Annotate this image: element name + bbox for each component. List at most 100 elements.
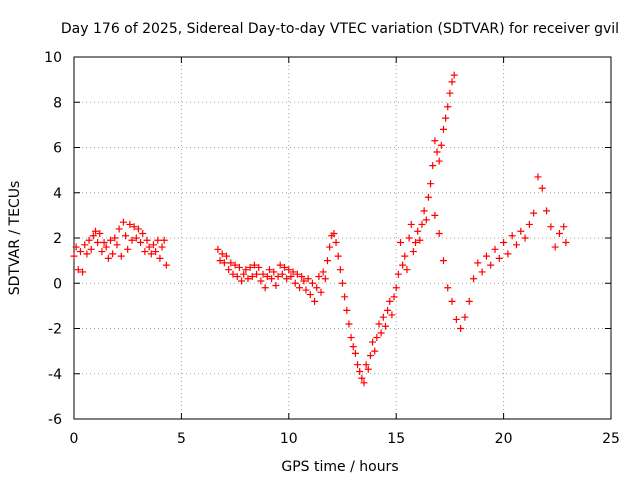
data-point bbox=[154, 236, 162, 244]
data-point bbox=[525, 220, 533, 228]
x-tick-label: 15 bbox=[387, 431, 405, 447]
data-point bbox=[319, 268, 327, 276]
data-point bbox=[134, 225, 142, 233]
data-point bbox=[220, 259, 228, 267]
data-point bbox=[543, 207, 551, 215]
data-point bbox=[422, 216, 430, 224]
data-point bbox=[143, 236, 151, 244]
data-point bbox=[149, 241, 157, 249]
data-point bbox=[229, 270, 237, 278]
y-tick-label: -6 bbox=[48, 412, 62, 428]
data-point bbox=[437, 141, 445, 149]
data-point bbox=[240, 270, 248, 278]
data-point bbox=[491, 245, 499, 253]
data-point bbox=[242, 266, 250, 274]
data-point bbox=[263, 272, 271, 280]
data-point bbox=[83, 250, 91, 258]
data-point bbox=[141, 248, 149, 256]
data-point bbox=[332, 239, 340, 247]
data-point bbox=[504, 250, 512, 258]
data-point bbox=[238, 277, 246, 285]
data-point bbox=[439, 125, 447, 133]
data-point bbox=[470, 275, 478, 283]
data-point bbox=[373, 334, 381, 342]
data-point bbox=[132, 234, 140, 242]
data-point bbox=[555, 229, 563, 237]
data-point bbox=[76, 248, 84, 256]
data-point bbox=[418, 220, 426, 228]
data-point bbox=[124, 245, 132, 253]
data-point bbox=[429, 162, 437, 170]
data-point bbox=[268, 275, 276, 283]
data-point bbox=[396, 239, 404, 247]
x-tick-label: 5 bbox=[177, 431, 186, 447]
data-point bbox=[145, 243, 153, 251]
x-tick-label: 25 bbox=[602, 431, 620, 447]
data-point bbox=[512, 241, 520, 249]
data-point bbox=[231, 261, 239, 269]
data-point bbox=[255, 263, 263, 271]
data-point bbox=[107, 236, 115, 244]
data-point bbox=[371, 347, 379, 355]
data-point bbox=[160, 236, 168, 244]
x-axis: 0 5 10 15 20 25 bbox=[70, 57, 620, 447]
data-point bbox=[291, 279, 299, 287]
x-tick-label: 10 bbox=[280, 431, 298, 447]
data-point bbox=[261, 284, 269, 292]
data-point bbox=[394, 270, 402, 278]
data-point bbox=[562, 239, 570, 247]
data-point bbox=[293, 270, 301, 278]
x-tick-label: 20 bbox=[495, 431, 513, 447]
data-point bbox=[152, 248, 160, 256]
data-point bbox=[538, 184, 546, 192]
x-axis-label: GPS time / hours bbox=[281, 459, 398, 475]
data-point bbox=[311, 297, 319, 305]
data-point bbox=[358, 374, 366, 382]
data-point bbox=[392, 284, 400, 292]
data-point bbox=[347, 334, 355, 342]
data-point bbox=[474, 259, 482, 267]
data-point bbox=[330, 229, 338, 237]
data-point bbox=[334, 252, 342, 260]
data-point bbox=[424, 193, 432, 201]
data-point bbox=[246, 263, 254, 271]
data-point bbox=[534, 173, 542, 181]
data-point bbox=[147, 250, 155, 258]
data-point bbox=[323, 257, 331, 265]
data-point bbox=[349, 343, 357, 351]
data-point bbox=[218, 250, 226, 258]
data-point bbox=[235, 263, 243, 271]
data-point bbox=[72, 243, 80, 251]
data-point bbox=[156, 254, 164, 262]
data-point bbox=[448, 297, 456, 305]
data-point bbox=[137, 239, 145, 247]
data-point bbox=[508, 232, 516, 240]
data-point bbox=[377, 329, 385, 337]
data-point bbox=[412, 239, 420, 247]
data-point bbox=[289, 268, 297, 276]
data-point bbox=[89, 232, 97, 240]
data-point bbox=[281, 263, 289, 271]
data-point bbox=[296, 284, 304, 292]
data-point bbox=[442, 114, 450, 122]
data-point bbox=[244, 275, 252, 283]
data-point bbox=[478, 268, 486, 276]
data-point bbox=[285, 266, 293, 274]
data-point bbox=[366, 352, 374, 360]
data-point bbox=[521, 234, 529, 242]
y-tick-label: 10 bbox=[44, 50, 62, 66]
data-point bbox=[517, 227, 525, 235]
data-point bbox=[257, 277, 265, 285]
data-point bbox=[91, 227, 99, 235]
data-point bbox=[96, 229, 104, 237]
data-point bbox=[375, 320, 383, 328]
data-point bbox=[81, 241, 89, 249]
data-point bbox=[381, 322, 389, 330]
data-point bbox=[126, 220, 134, 228]
data-point bbox=[326, 243, 334, 251]
y-tick-label: -4 bbox=[48, 367, 62, 383]
y-tick-label: 8 bbox=[53, 95, 62, 111]
data-point bbox=[272, 282, 280, 290]
y-tick-label: 6 bbox=[53, 141, 62, 157]
